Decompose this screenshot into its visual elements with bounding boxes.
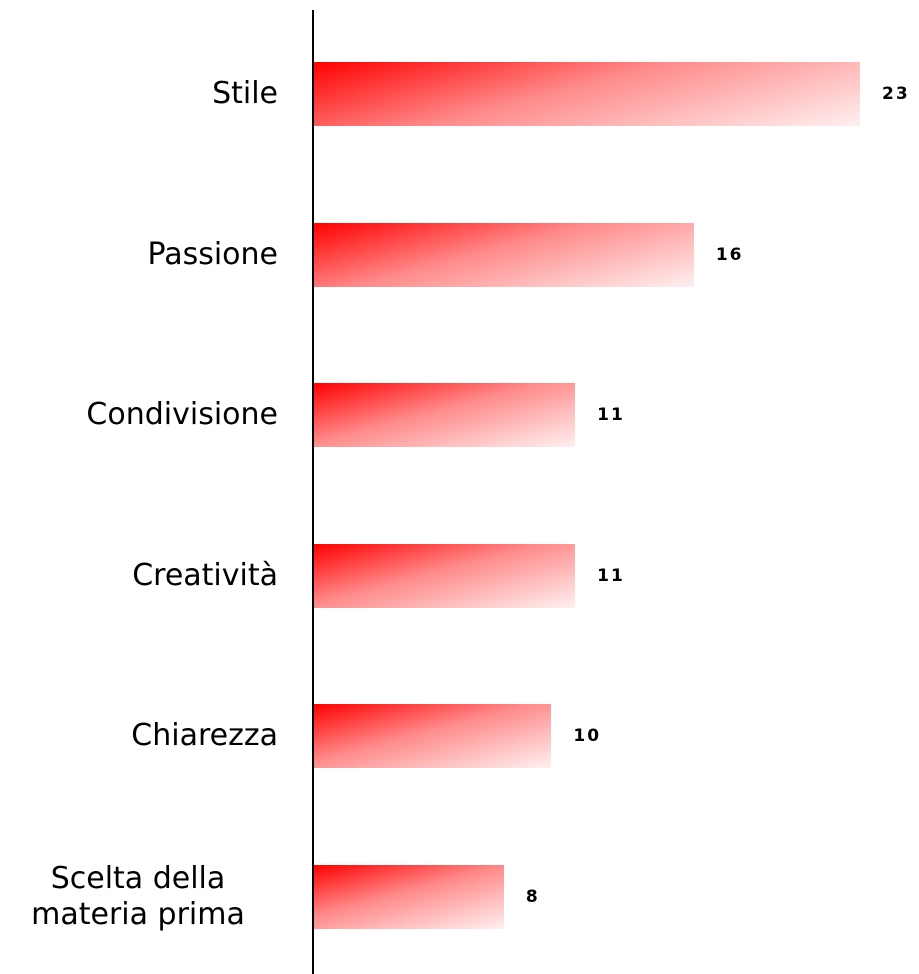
value-label: 10 bbox=[573, 726, 602, 747]
value-label: 11 bbox=[597, 565, 625, 586]
category-label: Creatività bbox=[132, 557, 278, 593]
category-label: Stile bbox=[212, 76, 278, 111]
value-label: 16 bbox=[715, 244, 744, 265]
bar bbox=[314, 543, 576, 608]
category-label-box: Passione bbox=[0, 237, 278, 273]
y-axis-line bbox=[312, 10, 314, 974]
value-label: 8 bbox=[525, 887, 540, 907]
bar bbox=[314, 704, 552, 769]
category-label: Scelta della materia prima bbox=[31, 861, 245, 932]
value-label: 23 bbox=[882, 84, 910, 104]
bar bbox=[314, 222, 694, 287]
category-label: Condivisione bbox=[86, 397, 278, 433]
value-label: 11 bbox=[597, 405, 625, 426]
category-label-box: Creatività bbox=[0, 558, 278, 594]
category-label-box: Condivisione bbox=[0, 397, 278, 433]
category-label-box: Stile bbox=[0, 76, 278, 112]
category-label: Chiarezza bbox=[131, 718, 278, 754]
bar bbox=[314, 865, 504, 929]
category-label-box: Chiarezza bbox=[0, 718, 278, 754]
category-label: Passione bbox=[147, 236, 278, 272]
bar bbox=[314, 383, 576, 448]
bar bbox=[314, 62, 860, 126]
category-label-box: Scelta della materia prima bbox=[0, 861, 278, 933]
